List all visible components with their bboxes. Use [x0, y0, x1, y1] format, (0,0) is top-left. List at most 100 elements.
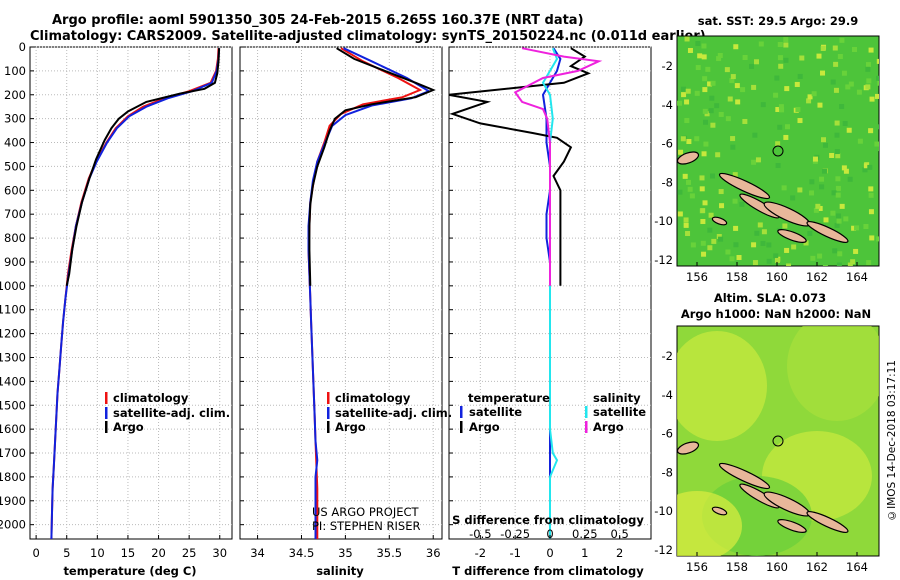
sst-cell: [717, 53, 723, 59]
sst-cell: [751, 242, 757, 248]
legend-label-climatology: climatology: [113, 391, 189, 405]
sst-cell: [835, 213, 841, 219]
sst-cell: [725, 116, 731, 122]
map-lon-label: 158: [726, 270, 748, 284]
depth-tick-label: 200: [4, 88, 26, 102]
sst-cell: [816, 53, 822, 59]
sst-cell: [705, 66, 711, 72]
series-line-argo: [308, 47, 436, 286]
sst-cell: [707, 245, 713, 251]
sst-cell: [874, 141, 879, 147]
sst-cell: [677, 100, 683, 106]
legend-heading-salinity: salinity: [593, 391, 641, 405]
depth-tick-label: 700: [4, 207, 26, 221]
sst-cell: [733, 242, 739, 248]
sst-cell: [783, 37, 789, 43]
sst-cell: [734, 83, 740, 89]
sst-cell: [702, 200, 708, 206]
sst-cell: [781, 185, 787, 191]
sst-cell: [774, 257, 780, 263]
sst-cell: [784, 86, 790, 92]
sst-cell: [817, 102, 823, 108]
depth-tick-label: 1100: [0, 303, 26, 317]
sst-cell: [822, 265, 828, 266]
sst-cell: [809, 179, 815, 185]
island: [711, 216, 728, 226]
depth-tick-label: 600: [4, 183, 26, 197]
sla-map-title-line2: Argo h1000: NaN h2000: NaN: [681, 307, 871, 321]
sst-cell: [751, 159, 757, 165]
sst-cell: [777, 124, 783, 130]
depth-tick-label: 300: [4, 112, 26, 126]
sla-blob: [677, 331, 767, 441]
sst-cell: [836, 262, 842, 266]
sst-cell: [866, 62, 872, 68]
sst-cell: [694, 136, 700, 142]
legend-label-satellite: satellite-adj. clim.: [113, 406, 230, 420]
depth-tick-label: 500: [4, 159, 26, 173]
sst-cell: [868, 128, 874, 134]
sst-cell: [678, 149, 684, 155]
sst-cell: [766, 258, 772, 264]
x-tick-label: -1: [509, 546, 520, 560]
sst-cell: [683, 222, 689, 228]
sst-cell: [851, 225, 857, 231]
depth-tick-label: 1400: [0, 374, 26, 388]
sst-cell: [829, 152, 835, 158]
sst-cell: [699, 175, 705, 181]
salinity-xlabel: salinity: [316, 564, 364, 578]
sst-cell: [751, 84, 757, 90]
sst-cell: [690, 242, 696, 248]
sst-cell: [867, 164, 873, 170]
sst-cell: [830, 210, 836, 216]
sst-cell: [736, 255, 742, 261]
sst-cell: [836, 218, 842, 224]
sst-cell: [774, 75, 780, 81]
sst-cell: [677, 189, 683, 195]
sst-cell: [684, 118, 690, 124]
temperature-xlabel: temperature (deg C): [63, 564, 196, 578]
legend-heading-temperature: temperature: [468, 391, 550, 405]
temperature-panel-frame: [29, 46, 233, 540]
sla-map-title-line1: Altim. SLA: 0.073: [714, 291, 826, 305]
sst-cell: [857, 138, 863, 144]
sst-cell: [785, 124, 791, 130]
map-lon-label: 164: [846, 560, 868, 574]
plot-subtitle: Climatology: CARS2009. Satellite-adjuste…: [30, 29, 706, 44]
sst-cell: [820, 45, 826, 51]
sst-cell: [784, 247, 790, 253]
sst-cell: [835, 176, 841, 182]
legend-label-climatology: climatology: [335, 391, 411, 405]
legend-swatch-satellite: [327, 407, 330, 419]
s-tick-label: -0.25: [500, 527, 530, 541]
x-tick-label: 15: [121, 546, 136, 560]
sst-cell: [839, 104, 845, 110]
depth-tick-label: 400: [4, 136, 26, 150]
depth-tick-label: 1300: [0, 350, 26, 364]
sst-cell: [863, 163, 869, 169]
credit-line-1: US ARGO PROJECT: [312, 505, 420, 519]
difference-xlabel: T difference from climatology: [452, 564, 644, 578]
depth-tick-label: 0: [19, 40, 26, 54]
sst-cell: [846, 127, 852, 133]
sst-cell: [740, 87, 746, 93]
sst-cell: [790, 195, 796, 201]
sst-cell: [749, 63, 755, 69]
sst-cell: [835, 153, 841, 159]
sst-cell: [799, 55, 805, 61]
sst-cell: [700, 240, 706, 246]
sst-cell: [841, 70, 847, 76]
sst-cell: [754, 230, 760, 236]
sst-cell: [868, 192, 874, 198]
depth-tick-label: 1700: [0, 446, 26, 460]
sst-cell: [833, 87, 839, 93]
sst-cell: [815, 203, 821, 209]
sla-blob: [677, 491, 742, 556]
sst-cell: [755, 157, 761, 163]
sst-cell: [834, 149, 840, 155]
sst-cell: [847, 262, 853, 266]
legend-swatch-argo: [105, 421, 108, 433]
sst-cell: [831, 190, 837, 196]
sst-cell: [702, 76, 708, 82]
sst-cell: [709, 95, 715, 101]
